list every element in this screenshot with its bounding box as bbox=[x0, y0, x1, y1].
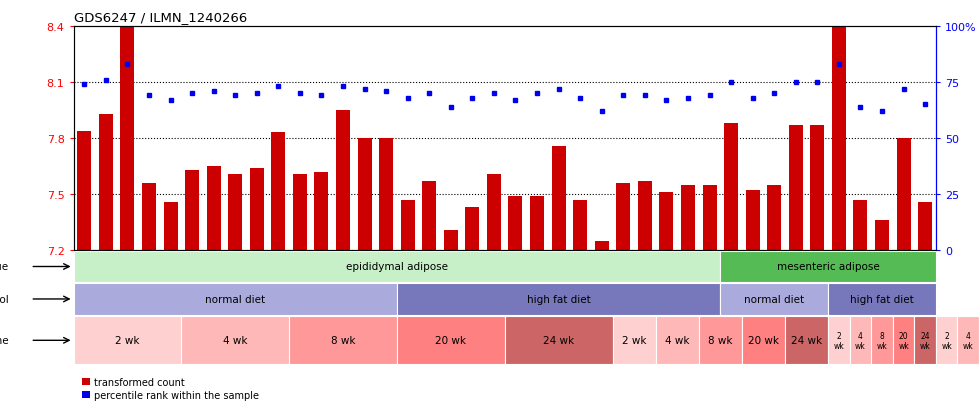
Bar bbox=[379, 139, 393, 251]
Bar bbox=[595, 241, 609, 251]
Bar bbox=[74, 251, 720, 282]
Text: 8 wk: 8 wk bbox=[330, 335, 355, 345]
Text: 2
wk: 2 wk bbox=[942, 331, 952, 350]
Bar bbox=[181, 316, 289, 365]
Bar bbox=[897, 139, 910, 251]
Bar bbox=[936, 316, 957, 365]
Bar bbox=[293, 174, 307, 251]
Bar bbox=[742, 316, 785, 365]
Text: 20 wk: 20 wk bbox=[748, 335, 779, 345]
Bar bbox=[720, 284, 828, 315]
Text: 24 wk: 24 wk bbox=[543, 335, 574, 345]
Bar bbox=[271, 133, 285, 251]
Text: normal diet: normal diet bbox=[744, 294, 805, 304]
Bar bbox=[573, 200, 587, 251]
Bar bbox=[509, 197, 522, 251]
Bar bbox=[789, 126, 803, 251]
Bar bbox=[875, 221, 889, 251]
Bar bbox=[121, 27, 134, 251]
Text: 4 wk: 4 wk bbox=[222, 335, 247, 345]
Text: high fat diet: high fat diet bbox=[526, 294, 591, 304]
Text: 20 wk: 20 wk bbox=[435, 335, 466, 345]
Bar bbox=[660, 193, 673, 251]
Bar bbox=[422, 182, 436, 251]
Bar bbox=[746, 191, 760, 251]
Text: GDS6247 / ILMN_1240266: GDS6247 / ILMN_1240266 bbox=[74, 11, 247, 24]
Bar bbox=[638, 182, 652, 251]
Text: 20
wk: 20 wk bbox=[899, 331, 908, 350]
Bar bbox=[99, 114, 113, 251]
Bar bbox=[699, 316, 742, 365]
Bar bbox=[828, 284, 936, 315]
Bar bbox=[914, 316, 936, 365]
Legend: transformed count, percentile rank within the sample: transformed count, percentile rank withi… bbox=[78, 373, 263, 404]
Bar bbox=[767, 185, 781, 251]
Bar bbox=[185, 171, 199, 251]
Bar bbox=[871, 316, 893, 365]
Bar bbox=[785, 316, 828, 365]
Bar bbox=[289, 316, 397, 365]
Bar bbox=[505, 316, 612, 365]
Bar bbox=[681, 185, 695, 251]
Bar bbox=[401, 200, 415, 251]
Text: 24 wk: 24 wk bbox=[791, 335, 822, 345]
Bar bbox=[315, 172, 328, 251]
Bar bbox=[612, 316, 656, 365]
Bar bbox=[828, 316, 850, 365]
Bar bbox=[616, 183, 630, 251]
Bar bbox=[724, 124, 738, 251]
Bar bbox=[656, 316, 699, 365]
Bar bbox=[466, 208, 479, 251]
Text: time: time bbox=[0, 335, 9, 345]
Bar bbox=[397, 316, 505, 365]
Bar bbox=[854, 200, 867, 251]
Text: 4
wk: 4 wk bbox=[856, 331, 865, 350]
Bar bbox=[207, 167, 220, 251]
Bar bbox=[552, 146, 565, 251]
Text: 24
wk: 24 wk bbox=[920, 331, 930, 350]
Text: protocol: protocol bbox=[0, 294, 9, 304]
Bar bbox=[164, 202, 177, 251]
Bar bbox=[810, 126, 824, 251]
Text: 2 wk: 2 wk bbox=[621, 335, 647, 345]
Bar bbox=[979, 316, 980, 365]
Text: high fat diet: high fat diet bbox=[850, 294, 914, 304]
Text: mesenteric adipose: mesenteric adipose bbox=[777, 262, 879, 272]
Bar bbox=[397, 284, 720, 315]
Bar bbox=[336, 111, 350, 251]
Text: 4 wk: 4 wk bbox=[664, 335, 690, 345]
Text: 8
wk: 8 wk bbox=[877, 331, 887, 350]
Bar bbox=[250, 169, 264, 251]
Bar bbox=[74, 284, 397, 315]
Bar bbox=[487, 174, 501, 251]
Text: normal diet: normal diet bbox=[205, 294, 266, 304]
Bar bbox=[703, 185, 716, 251]
Bar bbox=[957, 316, 979, 365]
Bar bbox=[918, 202, 932, 251]
Text: tissue: tissue bbox=[0, 262, 9, 272]
Bar bbox=[74, 316, 181, 365]
Bar bbox=[832, 14, 846, 251]
Text: 2 wk: 2 wk bbox=[116, 335, 139, 345]
Bar bbox=[228, 174, 242, 251]
Bar bbox=[893, 316, 914, 365]
Bar bbox=[720, 251, 936, 282]
Text: epididymal adipose: epididymal adipose bbox=[346, 262, 448, 272]
Text: 8 wk: 8 wk bbox=[708, 335, 732, 345]
Bar bbox=[444, 230, 458, 251]
Bar bbox=[850, 316, 871, 365]
Bar bbox=[358, 139, 371, 251]
Text: 4
wk: 4 wk bbox=[963, 331, 973, 350]
Bar bbox=[77, 131, 91, 251]
Bar bbox=[142, 183, 156, 251]
Bar bbox=[530, 197, 544, 251]
Text: 2
wk: 2 wk bbox=[834, 331, 844, 350]
